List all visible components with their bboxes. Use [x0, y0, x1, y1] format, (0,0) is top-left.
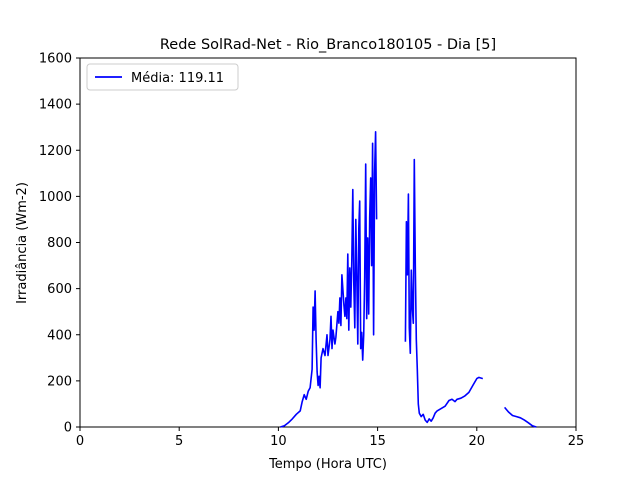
y-axis-label: Irradiância (Wm-2): [15, 182, 30, 304]
series-layer: [280, 131, 537, 428]
y-tick-label: 800: [47, 236, 72, 251]
y-tick-label: 1200: [39, 144, 72, 159]
y-axis: 0 200 400 600 800 1000 1200 1400 1600: [39, 52, 80, 436]
series-line-segment: [404, 158, 484, 424]
x-tick-label: 5: [175, 434, 183, 449]
x-tick-label: 25: [568, 434, 585, 449]
x-tick-label: 15: [369, 434, 386, 449]
x-axis-label: Tempo (Hora UTC): [268, 457, 387, 472]
legend-box: [86, 63, 239, 91]
chart-title: Rede SolRad-Net - Rio_Branco180105 - Dia…: [160, 37, 496, 53]
series-line-segment: [503, 406, 537, 428]
y-tick-label: 400: [47, 328, 72, 343]
x-tick-label: 10: [270, 434, 287, 449]
y-tick-label: 1400: [39, 98, 72, 113]
legend-label: Média: 119.11: [131, 71, 224, 86]
y-tick-label: 1600: [39, 52, 72, 67]
x-tick-label: 20: [469, 434, 486, 449]
y-tick-label: 1000: [39, 190, 72, 205]
x-tick-label: 0: [76, 434, 84, 449]
y-tick-label: 600: [47, 282, 72, 297]
y-tick-label: 0: [64, 421, 72, 436]
x-axis: 0 5 10 15 20 25: [76, 427, 584, 449]
y-tick-label: 200: [47, 374, 72, 389]
legend: Média: 119.11: [86, 63, 239, 91]
series-line-segment: [280, 131, 378, 428]
